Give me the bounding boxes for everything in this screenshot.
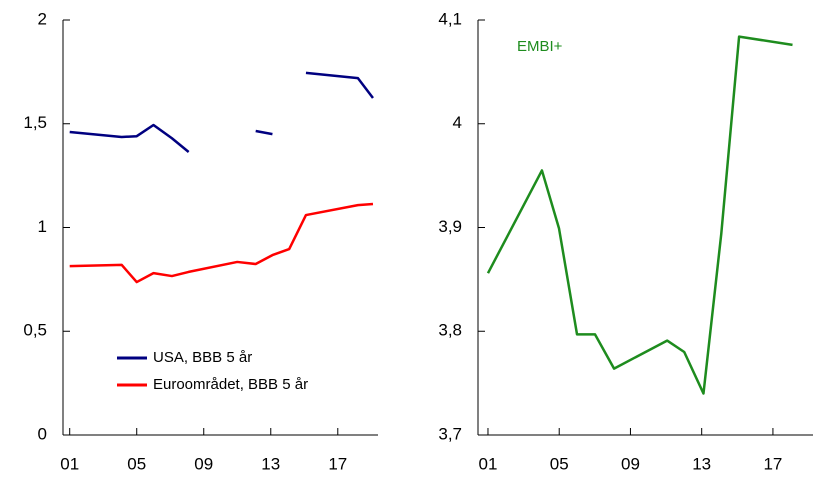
x-tick-label: 17 bbox=[763, 454, 782, 473]
y-tick-label: 4,1 bbox=[438, 9, 462, 28]
y-tick-label: 1,5 bbox=[23, 113, 47, 132]
x-tick-label: 05 bbox=[550, 454, 569, 473]
x-tick-label: 13 bbox=[261, 454, 280, 473]
x-tick-label: 09 bbox=[194, 454, 213, 473]
y-tick-label: 2 bbox=[38, 9, 47, 28]
series-line bbox=[486, 35, 793, 395]
legend-label: Euroområdet, BBB 5 år bbox=[153, 376, 308, 393]
legend-label: USA, BBB 5 år bbox=[153, 349, 252, 366]
y-tick-label: 4 bbox=[453, 113, 462, 132]
legend-label: EMBI+ bbox=[517, 38, 563, 55]
x-tick-label: 09 bbox=[621, 454, 640, 473]
y-tick-label: 3,8 bbox=[438, 321, 462, 340]
x-tick-label: 01 bbox=[479, 454, 498, 473]
x-tick-label: 13 bbox=[692, 454, 711, 473]
x-tick-label: 01 bbox=[60, 454, 79, 473]
y-tick-label: 0 bbox=[38, 424, 47, 443]
y-tick-label: 0,5 bbox=[23, 321, 47, 340]
y-tick-label: 3,7 bbox=[438, 424, 462, 443]
y-tick-label: 3,9 bbox=[438, 217, 462, 236]
x-tick-label: 17 bbox=[328, 454, 347, 473]
series-line bbox=[69, 202, 374, 284]
y-tick-label: 1 bbox=[38, 217, 47, 236]
series-line bbox=[69, 71, 374, 153]
x-tick-label: 05 bbox=[127, 454, 146, 473]
